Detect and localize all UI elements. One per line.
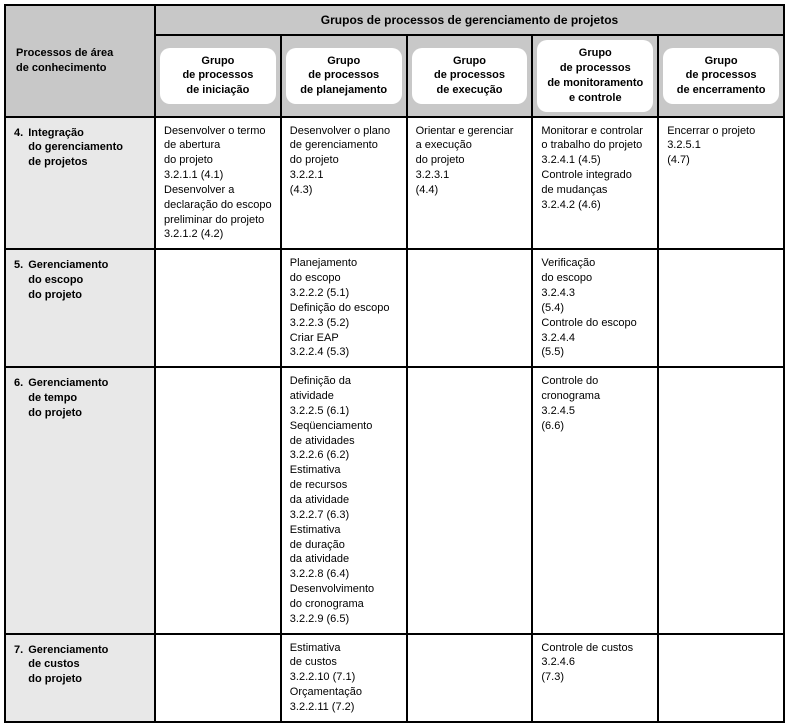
cell: Definição da atividade 3.2.2.5 (6.1) Seq… (281, 367, 407, 633)
row-header-cost: 7. Gerenciamento de custos do projeto (5, 634, 155, 722)
cell: Estimativa de custos 3.2.2.10 (7.1) Orça… (281, 634, 407, 722)
cell (658, 634, 784, 722)
cell (407, 367, 533, 633)
cell (658, 367, 784, 633)
table-row: 6. Gerenciamento de tempo do projeto Def… (5, 367, 784, 633)
cell: Controle do cronograma 3.2.4.5 (6.6) (532, 367, 658, 633)
table-row: 5. Gerenciamento do escopo do projeto Pl… (5, 249, 784, 367)
cell: Desenvolver o termo de abertura do proje… (155, 117, 281, 250)
table-row: 4. Integração do gerenciamento de projet… (5, 117, 784, 250)
col-header-planning: Grupo de processos de planejamento (281, 35, 407, 116)
cell (407, 249, 533, 367)
cell: Orientar e gerenciar a execução do proje… (407, 117, 533, 250)
cell (658, 249, 784, 367)
table-row: 7. Gerenciamento de custos do projeto Es… (5, 634, 784, 722)
corner-header: Processos de área de conhecimento (5, 5, 155, 117)
row-header-time: 6. Gerenciamento de tempo do projeto (5, 367, 155, 633)
cell (155, 634, 281, 722)
process-groups-table-wrapper: Processos de área de conhecimento Grupos… (4, 4, 785, 723)
cell: Controle de custos 3.2.4.6 (7.3) (532, 634, 658, 722)
cell: Planejamento do escopo 3.2.2.2 (5.1) Def… (281, 249, 407, 367)
row-header-scope: 5. Gerenciamento do escopo do projeto (5, 249, 155, 367)
col-header-monitoring: Grupo de processos de monitoramento e co… (532, 35, 658, 116)
cell: Verificação do escopo 3.2.4.3 (5.4) Cont… (532, 249, 658, 367)
cell (155, 367, 281, 633)
cell: Monitorar e controlar o trabalho do proj… (532, 117, 658, 250)
cell (155, 249, 281, 367)
cell (407, 634, 533, 722)
col-header-execution: Grupo de processos de execução (407, 35, 533, 116)
process-groups-table: Processos de área de conhecimento Grupos… (4, 4, 785, 723)
cell: Encerrar o projeto 3.2.5.1 (4.7) (658, 117, 784, 250)
row-header-integration: 4. Integração do gerenciamento de projet… (5, 117, 155, 250)
col-header-initiation: Grupo de processos de iniciação (155, 35, 281, 116)
top-header: Grupos de processos de gerenciamento de … (155, 5, 784, 35)
col-header-closing: Grupo de processos de encerramento (658, 35, 784, 116)
cell: Desenvolver o plano de gerenciamento do … (281, 117, 407, 250)
